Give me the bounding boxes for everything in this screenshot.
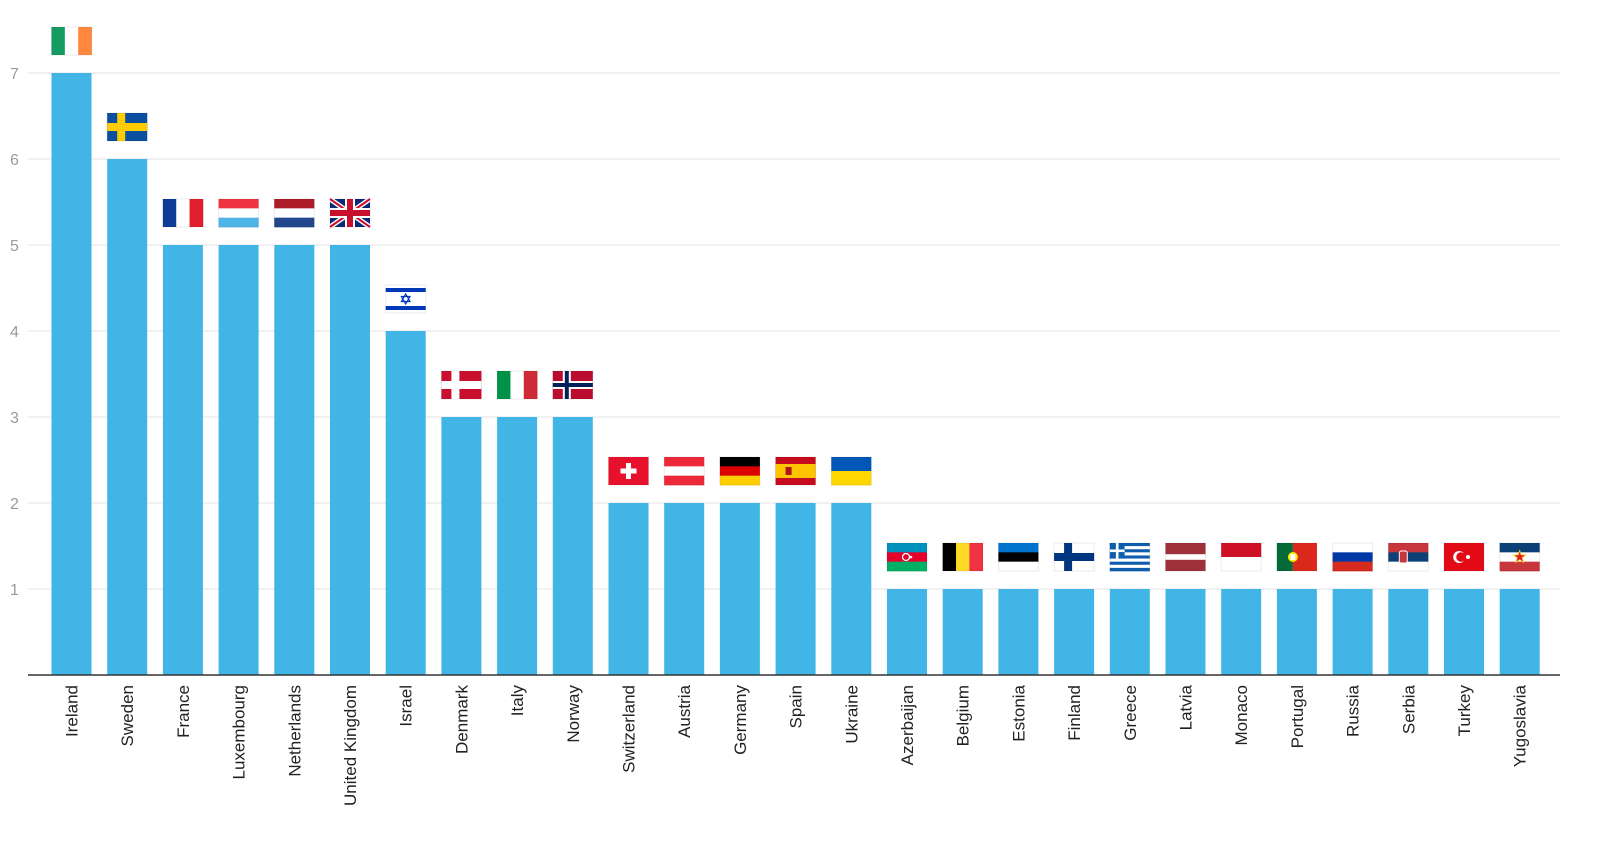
belgium-flag <box>942 542 984 572</box>
x-tick-label: Monaco <box>1232 685 1251 745</box>
sweden-flag <box>106 112 148 142</box>
bar <box>51 73 92 675</box>
bar <box>608 503 649 675</box>
x-tick-label: United Kingdom <box>341 685 360 806</box>
bar <box>1109 589 1150 675</box>
x-tick-label: France <box>174 685 193 738</box>
israel-flag <box>385 284 427 314</box>
bar <box>1444 589 1484 675</box>
y-axis-ticks: 1 2 3 4 5 6 7 <box>10 66 19 599</box>
ireland-flag <box>51 26 92 56</box>
denmark-flag <box>440 370 482 400</box>
estonia-flag <box>997 542 1039 572</box>
austria-flag <box>663 456 705 486</box>
italy-flag <box>496 370 538 400</box>
bar <box>1388 589 1429 675</box>
bar <box>831 503 872 675</box>
x-tick-label: Italy <box>508 685 527 717</box>
norway-flag <box>552 370 594 400</box>
x-tick-label: Estonia <box>1009 684 1028 741</box>
azerbaijan-flag <box>886 542 928 572</box>
y-tick-label: 6 <box>10 152 19 169</box>
y-tick-label: 1 <box>10 582 19 599</box>
x-tick-label: Russia <box>1344 684 1363 737</box>
monaco-flag <box>1220 542 1262 572</box>
x-tick-label: Ukraine <box>842 685 861 744</box>
y-tick-label: 4 <box>10 324 19 341</box>
x-tick-label: Israel <box>397 685 416 727</box>
greece-flag <box>1109 542 1151 572</box>
x-tick-label: Norway <box>564 685 583 743</box>
y-tick-label: 3 <box>10 410 19 427</box>
bar <box>1221 589 1262 675</box>
finland-flag <box>1053 542 1095 572</box>
x-tick-label: Azerbaijan <box>898 685 917 765</box>
bar <box>998 589 1039 675</box>
x-tick-label: Luxembourg <box>230 685 249 780</box>
x-tick-label: Sweden <box>118 685 137 746</box>
germany-flag <box>719 456 761 486</box>
x-tick-label: Ireland <box>63 685 82 737</box>
bar <box>1054 589 1095 675</box>
united-kingdom-flag <box>328 196 372 230</box>
switzerland-flag <box>608 456 649 486</box>
bar <box>1332 589 1373 675</box>
luxembourg-flag <box>218 198 260 228</box>
yugoslavia-flag <box>1499 542 1541 572</box>
y-tick-label: 5 <box>10 238 19 255</box>
x-axis-labels: Ireland Sweden France Luxembourg Netherlands… <box>63 684 1530 806</box>
x-tick-label: Latvia <box>1177 684 1196 730</box>
bar <box>330 245 370 675</box>
russia-flag <box>1332 542 1374 572</box>
bars <box>51 73 1540 675</box>
bar <box>385 331 426 675</box>
latvia-flag <box>1165 542 1206 572</box>
serbia-flag <box>1387 542 1429 572</box>
bar <box>1499 589 1540 675</box>
bar <box>664 503 705 675</box>
bar <box>497 417 538 675</box>
spain-flag <box>775 456 817 486</box>
bar <box>1276 589 1317 675</box>
bar <box>441 417 482 675</box>
bar <box>887 589 927 675</box>
ukraine-flag <box>830 456 872 486</box>
france-flag <box>162 198 204 228</box>
x-tick-label: Turkey <box>1455 685 1474 737</box>
flags <box>51 26 1541 572</box>
bar <box>107 159 148 675</box>
x-tick-label: Serbia <box>1399 684 1418 734</box>
x-tick-label: Netherlands <box>285 685 304 777</box>
bar <box>552 417 593 675</box>
x-tick-label: Greece <box>1121 685 1140 741</box>
x-tick-label: Austria <box>675 684 694 737</box>
x-tick-label: Yugoslavia <box>1511 684 1530 767</box>
x-tick-label: Finland <box>1065 685 1084 741</box>
x-tick-label: Spain <box>787 685 806 728</box>
bar <box>162 245 203 675</box>
turkey-flag <box>1443 542 1485 572</box>
netherlands-flag <box>273 198 315 228</box>
bar <box>274 245 315 675</box>
y-tick-label: 7 <box>10 66 19 83</box>
x-tick-label: Portugal <box>1288 685 1307 748</box>
bar <box>218 245 259 675</box>
bar <box>719 503 760 675</box>
x-tick-label: Switzerland <box>620 685 639 773</box>
bar <box>775 503 816 675</box>
x-tick-label: Germany <box>731 685 750 755</box>
y-tick-label: 2 <box>10 496 19 513</box>
bar <box>942 589 983 675</box>
bar <box>1165 589 1206 675</box>
portugal-flag <box>1276 542 1318 572</box>
x-tick-label: Denmark <box>452 685 471 754</box>
x-tick-label: Belgium <box>954 685 973 746</box>
